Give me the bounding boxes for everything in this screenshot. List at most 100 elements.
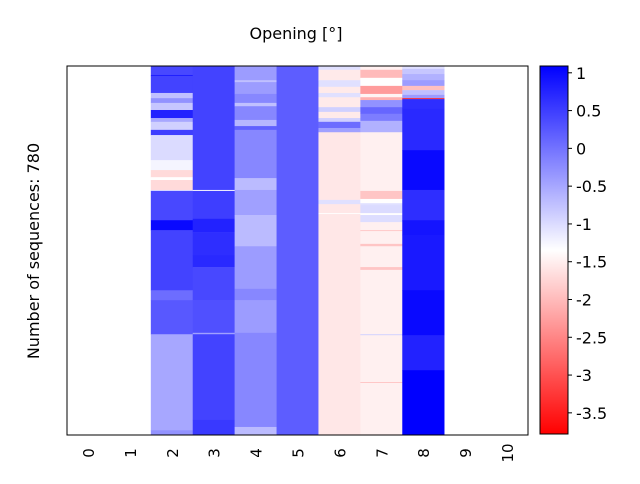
heatmap-cell bbox=[192, 334, 235, 421]
x-tick-label: 4 bbox=[248, 448, 266, 458]
heatmap-cell bbox=[318, 132, 361, 201]
heatmap-cell bbox=[234, 426, 277, 436]
y-axis-label: Number of sequences: 780 bbox=[24, 143, 43, 359]
heatmap-cell bbox=[360, 97, 403, 101]
heatmap-cell bbox=[150, 334, 194, 431]
x-tick-label: 9 bbox=[457, 448, 475, 458]
heatmap-cell bbox=[150, 190, 194, 221]
heatmap-cell bbox=[360, 107, 403, 115]
heatmap-cell bbox=[360, 267, 403, 271]
heatmap-cell bbox=[402, 234, 445, 291]
heatmap-cell bbox=[192, 66, 235, 191]
heatmap-cell bbox=[360, 335, 403, 383]
colorbar-tick-label: -3 bbox=[576, 366, 592, 385]
colorbar bbox=[539, 65, 569, 435]
heatmap-cell bbox=[150, 180, 194, 191]
chart-title: Opening [°] bbox=[249, 24, 342, 43]
x-tick-label: 6 bbox=[331, 448, 349, 458]
x-tick-label: 8 bbox=[415, 448, 433, 458]
colorbar-tick-label: 1 bbox=[576, 64, 586, 83]
heatmap-cells bbox=[150, 66, 445, 436]
heatmap-cell bbox=[150, 135, 194, 161]
heatmap-cell bbox=[318, 107, 361, 113]
heatmap-cell bbox=[150, 177, 194, 181]
heatmap-cell bbox=[402, 189, 445, 221]
heatmap-cell bbox=[360, 231, 403, 245]
x-tick-label: 1 bbox=[122, 448, 140, 458]
heatmap-cell bbox=[150, 220, 194, 231]
x-tick-label: 5 bbox=[290, 448, 308, 458]
heatmap-cell bbox=[318, 118, 361, 123]
heatmap-cell bbox=[150, 74, 194, 77]
heatmap-cell bbox=[192, 419, 235, 436]
x-tick-label: 7 bbox=[373, 448, 391, 458]
heatmap-cell bbox=[318, 66, 361, 71]
heatmap-cell bbox=[360, 132, 403, 192]
heatmap-cell bbox=[360, 382, 403, 384]
heatmap-cell bbox=[318, 80, 361, 88]
heatmap-cell bbox=[402, 220, 445, 236]
heatmap-cell bbox=[192, 232, 235, 256]
heatmap-cell bbox=[360, 243, 403, 247]
heatmap-cell bbox=[234, 82, 277, 95]
heatmap-cell bbox=[150, 189, 194, 192]
heatmap-cell bbox=[234, 215, 277, 247]
heatmap-cell bbox=[318, 214, 361, 436]
colorbar-tick-label: -1.5 bbox=[576, 253, 607, 272]
heatmap-cell bbox=[360, 230, 403, 232]
heatmap-cell bbox=[402, 99, 445, 109]
heatmap-cell bbox=[150, 430, 194, 436]
heatmap-cell bbox=[234, 300, 277, 334]
heatmap-cell bbox=[360, 215, 403, 223]
x-tick-labels: 0 1 2 3 4 5 6 7 8 9 10 bbox=[80, 443, 517, 462]
colorbar-tick-label: 0 bbox=[576, 139, 586, 158]
heatmap-cell bbox=[318, 92, 361, 98]
heatmap-cell bbox=[402, 68, 445, 75]
heatmap-cell bbox=[360, 222, 403, 231]
heatmap-cell bbox=[360, 205, 403, 214]
heatmap-cell bbox=[150, 109, 194, 119]
colorbar-tick-label: 0.5 bbox=[576, 102, 601, 121]
heatmap-cell bbox=[318, 127, 361, 133]
heatmap-cell bbox=[360, 77, 403, 87]
plot-frame bbox=[66, 65, 529, 436]
heatmap-cell bbox=[318, 69, 361, 81]
x-tick-label: 0 bbox=[80, 448, 98, 458]
heatmap-cell bbox=[234, 106, 277, 121]
heatmap-cell bbox=[192, 190, 235, 220]
heatmap-cell bbox=[150, 118, 194, 123]
heatmap-cell bbox=[318, 111, 361, 119]
heatmap-cell bbox=[150, 170, 194, 178]
heatmap-cell bbox=[360, 190, 403, 200]
heatmap-cell bbox=[150, 129, 194, 136]
heatmap-cell bbox=[234, 246, 277, 290]
heatmap-cell bbox=[234, 102, 277, 107]
heatmap-cell bbox=[234, 288, 277, 301]
heatmap-cell bbox=[318, 199, 361, 205]
heatmap-cell bbox=[402, 98, 445, 100]
heatmap-cell bbox=[402, 85, 445, 91]
heatmap-cell bbox=[318, 213, 361, 215]
heatmap-cell bbox=[360, 198, 403, 204]
heatmap-cell bbox=[360, 66, 403, 71]
heatmap-cell bbox=[360, 113, 403, 122]
heatmap-cell bbox=[402, 290, 445, 336]
heatmap-cell bbox=[402, 90, 445, 96]
heatmap-cell bbox=[360, 334, 403, 336]
heatmap-cell bbox=[360, 100, 403, 108]
x-tick-label: 3 bbox=[206, 448, 224, 458]
heatmap-cell bbox=[318, 121, 361, 129]
heatmap-cell bbox=[192, 332, 235, 335]
heatmap-cell bbox=[360, 382, 403, 436]
heatmap-cell bbox=[360, 120, 403, 133]
heatmap-cell bbox=[234, 126, 277, 131]
heatmap-cell bbox=[234, 80, 277, 83]
x-tick-label: 10 bbox=[499, 443, 517, 462]
heatmap-cell bbox=[150, 66, 194, 76]
heatmap-cell bbox=[402, 108, 445, 151]
heatmap-cell bbox=[192, 267, 235, 301]
heatmap-cell bbox=[360, 213, 403, 216]
heatmap-cell bbox=[402, 74, 445, 81]
heatmap-cell bbox=[150, 75, 194, 94]
heatmap-cell bbox=[360, 93, 403, 98]
